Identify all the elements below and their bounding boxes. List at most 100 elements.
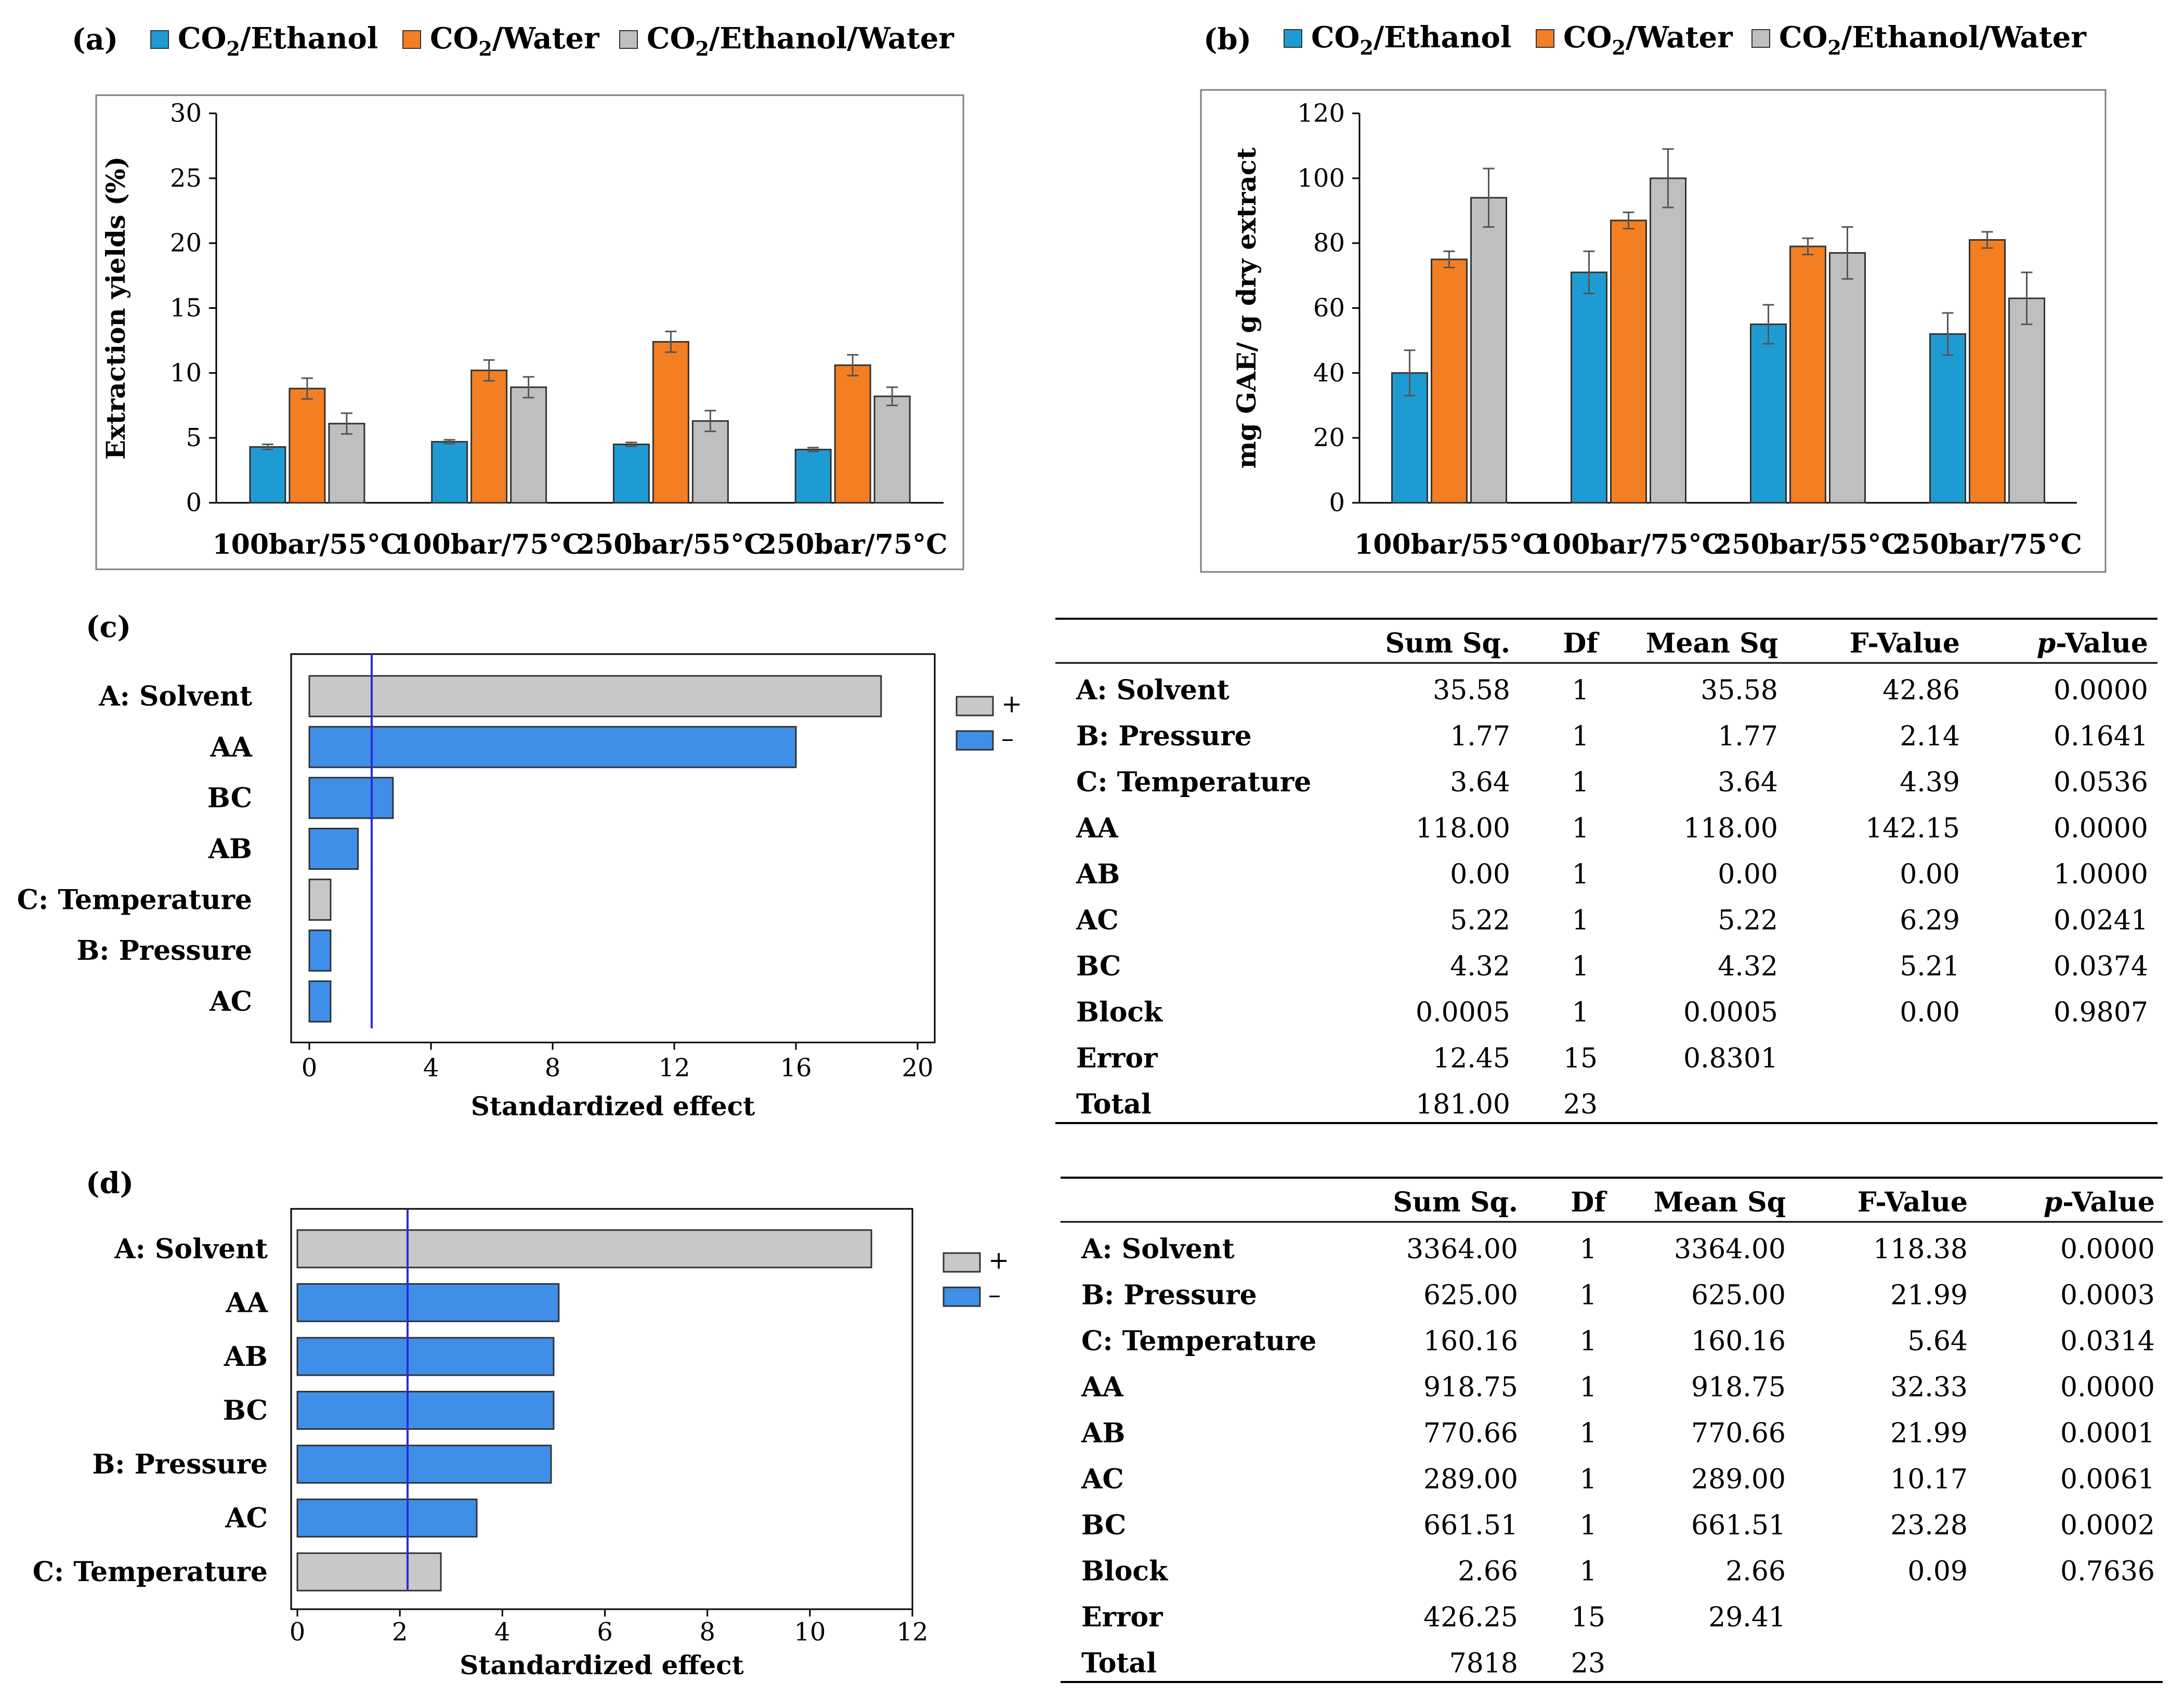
y-tick-label-b: 20	[1313, 423, 1345, 452]
table-cell: 6.29	[1900, 905, 1960, 936]
table-cell: 2.66	[1725, 1556, 1786, 1587]
table-c: Sum Sq. Df Mean Sq F-Value p-Value A: Solvent…	[1055, 618, 2157, 1124]
table-cell: 1	[1579, 1510, 1597, 1541]
table-cell: 10.17	[1890, 1464, 1968, 1495]
table-cell: 918.75	[1691, 1372, 1786, 1403]
y-tick-label-b: 100	[1297, 164, 1345, 193]
bar-c-3	[308, 828, 359, 870]
bar-label-d: AB	[224, 1341, 268, 1373]
plot-frame-a	[95, 94, 964, 570]
bar-label-c: AB	[208, 833, 252, 865]
x-tick-label-c: 20	[901, 1053, 933, 1083]
x-tick-label-b: 250bar/75°C	[1892, 529, 2082, 560]
table-cell: 0.00	[1718, 859, 1778, 890]
legend-label-CO2/Ethanol: CO2/Ethanol	[1311, 20, 1511, 59]
bar-b-CO2/Ethanol/Water-1	[1650, 177, 1686, 504]
table-cell: 5.22	[1450, 905, 1510, 936]
bar-c-2	[308, 777, 394, 819]
bar-a-CO2/Ethanol-2	[612, 444, 650, 504]
bar-d-1	[296, 1283, 560, 1322]
table-header: p-Value	[2037, 628, 2148, 659]
table-header: F-Value	[1850, 628, 1960, 659]
table-cell: 0.9807	[2054, 997, 2148, 1028]
bar-a-CO2/Ethanol-3	[794, 449, 832, 504]
x-tick-label-d: 2	[392, 1618, 408, 1647]
x-tick-label-b: 100bar/55°C	[1354, 529, 1544, 560]
table-cell: 142.15	[1865, 813, 1960, 844]
table-cell: 23.28	[1890, 1510, 1968, 1541]
table-cell: 0.0001	[2060, 1418, 2155, 1449]
table-cell: 1	[1572, 905, 1589, 936]
table-cell: 0.00	[1900, 859, 1960, 890]
table-cell: 0.8301	[1683, 1043, 1778, 1074]
table-cell: 1	[1579, 1556, 1597, 1587]
bar-a-CO2/Ethanol-1	[431, 441, 468, 504]
bar-b-CO2/Water-3	[1969, 239, 2006, 504]
table-cell: 29.41	[1708, 1602, 1786, 1633]
chart-a: (a) CO2/Ethanol CO2/Water CO2/Ethanol/Water…	[72, 21, 964, 570]
legend-swatch-CO2/Ethanol/Water	[1751, 29, 1770, 48]
x-tick-label-a: 250bar/55°C	[576, 529, 766, 560]
x-tick-label-d: 12	[896, 1618, 928, 1647]
table-cell: 5.64	[1907, 1326, 1968, 1357]
bar-d-2	[296, 1337, 555, 1376]
table-cell: 1	[1579, 1464, 1597, 1495]
table-cell: 1	[1572, 721, 1589, 752]
legend-swatch-positive	[943, 1252, 981, 1273]
table-header: Sum Sq.	[1385, 628, 1511, 659]
legend-swatch-negative	[943, 1286, 981, 1307]
bar-b-CO2/Ethanol/Water-0	[1470, 197, 1507, 504]
x-tick-label-d: 6	[597, 1618, 613, 1647]
table-cell: 1	[1579, 1326, 1597, 1357]
bar-b-CO2/Ethanol/Water-3	[2008, 297, 2045, 504]
bar-label-d: A: Solvent	[114, 1233, 268, 1265]
y-tick-label-b: 60	[1313, 294, 1345, 323]
bar-d-0	[296, 1229, 872, 1269]
table-cell: 1	[1572, 951, 1589, 982]
x-tick-label-d: 10	[794, 1618, 826, 1647]
table-cell: 0.09	[1907, 1556, 1968, 1587]
bar-c-0	[308, 675, 882, 718]
table-cell: 32.33	[1890, 1372, 1968, 1403]
table-cell: 1	[1572, 997, 1589, 1028]
y-axis-label-a: Extraction yields (%)	[100, 157, 131, 460]
bar-c-5	[308, 929, 332, 972]
bar-b-CO2/Ethanol-1	[1571, 271, 1607, 504]
bar-label-c: B: Pressure	[76, 935, 252, 967]
x-tick-label-b: 100bar/75°C	[1534, 529, 1723, 560]
table-cell: 1.77	[1450, 721, 1510, 752]
bar-a-CO2/Ethanol/Water-0	[328, 423, 365, 504]
chart-b: (b) CO2/Ethanol CO2/Water CO2/Ethanol/Water…	[1200, 20, 2107, 573]
table-row-label: B: Pressure	[1076, 721, 1252, 752]
table-cell: 35.58	[1433, 675, 1510, 706]
legend-swatch-CO2/Ethanol/Water	[619, 30, 638, 49]
table-row-label: BC	[1076, 950, 1121, 982]
legend-swatch-CO2/Ethanol	[150, 30, 169, 49]
bar-b-CO2/Ethanol-2	[1750, 323, 1787, 504]
bar-a-CO2/Water-2	[652, 341, 689, 504]
table-cell: 3.64	[1718, 767, 1778, 798]
panel-label-c: (c)	[86, 610, 131, 644]
bar-a-CO2/Water-1	[470, 369, 508, 504]
table-row-label: C: Temperature	[1081, 1325, 1316, 1357]
table-cell: 0.0000	[2060, 1234, 2155, 1265]
x-tick-label-d: 4	[494, 1618, 511, 1647]
table-cell: 42.86	[1882, 675, 1960, 706]
table-cell: 625.00	[1423, 1280, 1518, 1311]
legend-label-positive: +	[988, 1246, 1009, 1275]
table-cell: 0.7636	[2060, 1556, 2155, 1587]
table-row-label: Block	[1076, 997, 1163, 1028]
table-cell: 2.66	[1458, 1556, 1518, 1587]
bar-label-c: AC	[209, 986, 252, 1018]
table-cell: 1.0000	[2054, 859, 2148, 890]
table-cell: 4.39	[1900, 767, 1960, 798]
panel-label-d: (d)	[86, 1166, 134, 1201]
legend-swatch-CO2/Ethanol	[1284, 29, 1302, 48]
y-axis-label-b: mg GAE/ g dry extract	[1231, 148, 1262, 469]
table-header: Sum Sq.	[1393, 1186, 1519, 1218]
x-axis-label-d: Standardized effect	[460, 1650, 743, 1680]
table-cell: 1	[1572, 767, 1589, 798]
panel-label-b: (b)	[1204, 22, 1251, 57]
legend-label-positive: +	[1001, 689, 1022, 719]
